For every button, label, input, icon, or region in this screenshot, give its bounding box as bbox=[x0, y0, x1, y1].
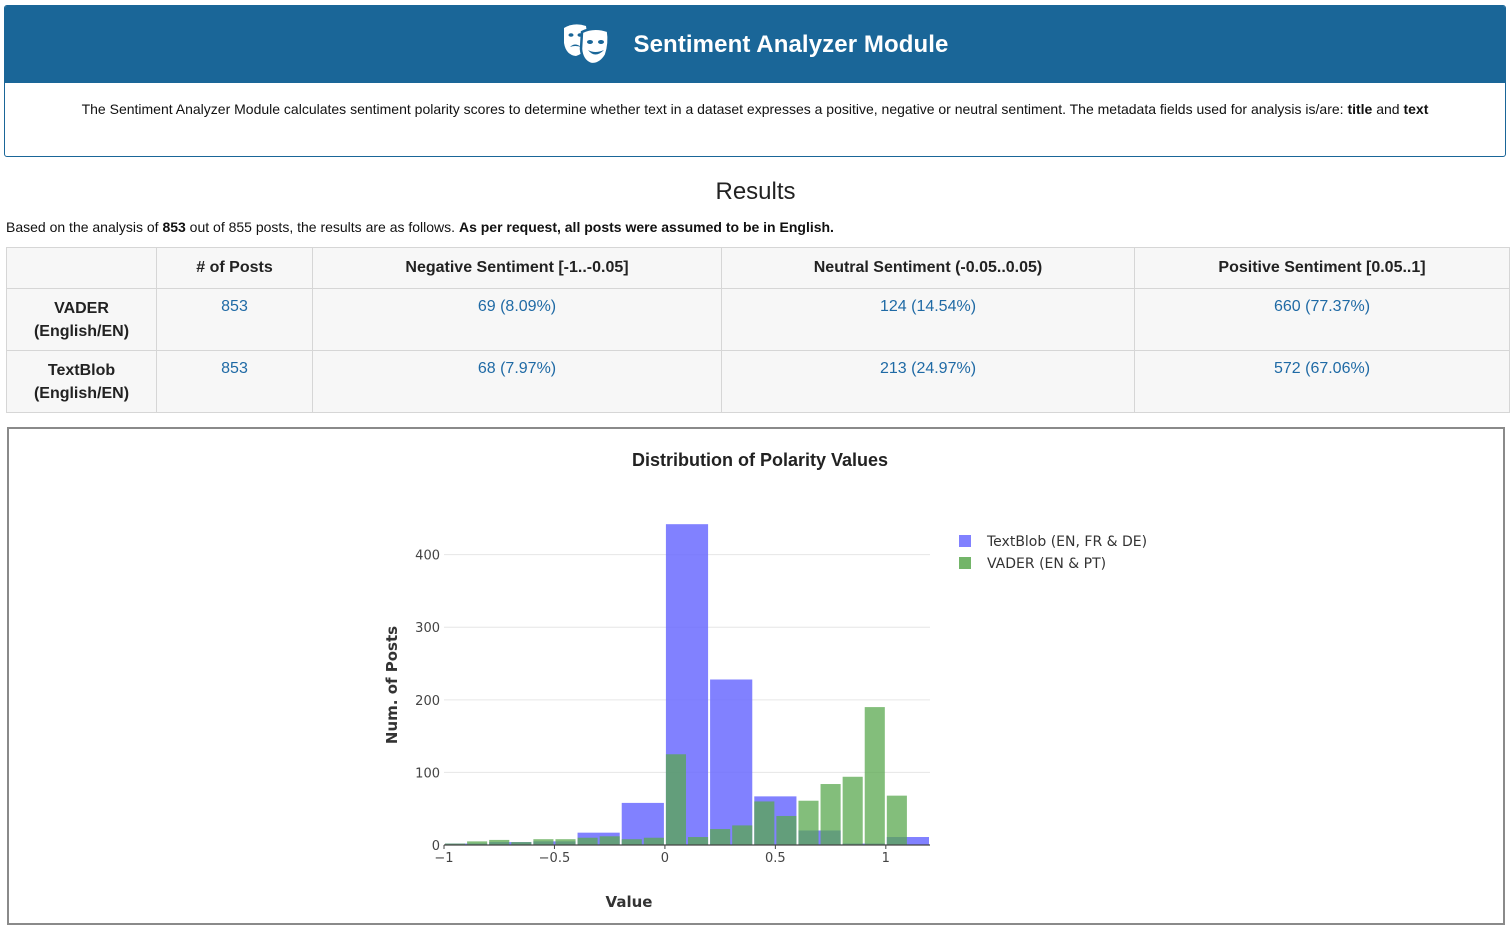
table-row: VADER (English/EN) 853 69 (8.09%) 124 (14… bbox=[6, 288, 1510, 351]
vader-bar bbox=[754, 801, 775, 845]
row-label: VADER (English/EN) bbox=[6, 288, 157, 351]
row-label-line1: VADER bbox=[54, 300, 109, 317]
header-blank bbox=[6, 247, 157, 289]
header-neutral: Neutral Sentiment (-0.05..0.05) bbox=[721, 247, 1135, 289]
module-card: Sentiment Analyzer Module The Sentiment … bbox=[4, 5, 1506, 157]
results-summary: Based on the analysis of 853 out of 855 … bbox=[6, 219, 834, 235]
x-tick-label: −0.5 bbox=[539, 851, 571, 866]
chart-frame: Distribution of Polarity Values 0 100 200 30… bbox=[7, 427, 1505, 925]
theater-masks-icon bbox=[563, 23, 610, 65]
cell-posts: 853 bbox=[156, 288, 313, 351]
vader-bar bbox=[577, 837, 598, 845]
y-axis-title: Num. of Posts bbox=[383, 626, 401, 744]
legend-label: TextBlob (EN, FR & DE) bbox=[986, 534, 1147, 550]
vader-bar bbox=[665, 754, 686, 845]
results-title: Results bbox=[715, 178, 796, 205]
summary-note: As per request, all posts were assumed t… bbox=[458, 219, 834, 235]
vader-bar bbox=[555, 839, 576, 845]
y-tick-label: 100 bbox=[415, 766, 440, 781]
header-positive: Positive Sentiment [0.05..1] bbox=[1134, 247, 1510, 289]
vader-bar bbox=[489, 839, 510, 845]
x-tick-label: 1 bbox=[882, 851, 890, 866]
y-tick-label: 0 bbox=[432, 839, 440, 854]
module-header: Sentiment Analyzer Module bbox=[5, 6, 1505, 83]
module-title: Sentiment Analyzer Module bbox=[633, 30, 949, 58]
textblob-bar bbox=[710, 679, 753, 845]
vader-bar bbox=[798, 800, 819, 845]
vader-bar bbox=[710, 829, 731, 845]
chart-title: Distribution of Polarity Values bbox=[632, 450, 888, 470]
field-title: title bbox=[1347, 101, 1373, 117]
vader-bar bbox=[820, 784, 841, 845]
vader-bar bbox=[842, 776, 863, 845]
x-tick-label: 0 bbox=[661, 851, 669, 866]
summary-prefix: Based on the analysis of bbox=[6, 219, 163, 235]
row-label-line1: TextBlob bbox=[47, 362, 116, 379]
textblob-bar bbox=[489, 842, 532, 845]
y-tick-label: 400 bbox=[415, 549, 440, 564]
and-text: and bbox=[1372, 101, 1404, 117]
header-posts: # of Posts bbox=[156, 247, 313, 289]
x-tick-label: −1 bbox=[434, 851, 453, 866]
y-tick-label: 200 bbox=[415, 694, 440, 709]
legend-swatch bbox=[959, 557, 971, 569]
vader-bar bbox=[467, 841, 488, 845]
polarity-histogram: Distribution of Polarity Values 0 100 200 30… bbox=[383, 450, 1147, 911]
row-label-line2: (English/EN) bbox=[33, 323, 130, 340]
cell-negative: 68 (7.97%) bbox=[312, 350, 722, 413]
vader-bar bbox=[643, 837, 664, 845]
x-axis-title: Value bbox=[606, 893, 653, 911]
analyzed-count: 853 bbox=[162, 219, 186, 235]
table-header-row: # of Posts Negative Sentiment [-1..-0.05… bbox=[6, 247, 1510, 289]
y-tick-label: 300 bbox=[415, 621, 440, 636]
header-negative: Negative Sentiment [-1..-0.05] bbox=[312, 247, 722, 289]
vader-bar bbox=[886, 795, 907, 845]
vader-bar bbox=[533, 839, 554, 845]
vader-bar bbox=[732, 825, 753, 845]
vader-bar bbox=[864, 707, 885, 845]
cell-posts: 853 bbox=[156, 350, 313, 413]
vader-bar bbox=[511, 842, 532, 845]
module-description: The Sentiment Analyzer Module calculates… bbox=[5, 83, 1505, 117]
row-label: TextBlob (English/EN) bbox=[6, 350, 157, 413]
table-row: TextBlob (English/EN) 853 68 (7.97%) 213 … bbox=[6, 350, 1510, 413]
vader-bar bbox=[599, 836, 620, 845]
legend-swatch bbox=[959, 535, 971, 547]
vader-bar bbox=[776, 815, 797, 845]
summary-middle: out of 855 posts, the results are as fol… bbox=[185, 219, 459, 235]
cell-positive: 572 (67.06%) bbox=[1134, 350, 1510, 413]
cell-neutral: 213 (24.97%) bbox=[721, 350, 1135, 413]
row-label-line2: (English/EN) bbox=[33, 385, 130, 402]
cell-neutral: 124 (14.54%) bbox=[721, 288, 1135, 351]
field-text: text bbox=[1403, 101, 1429, 117]
textblob-bar bbox=[886, 837, 929, 845]
vader-bar bbox=[688, 837, 709, 845]
textblob-bar bbox=[533, 841, 576, 845]
cell-negative: 69 (8.09%) bbox=[312, 288, 722, 351]
legend-label: VADER (EN & PT) bbox=[987, 556, 1106, 572]
cell-positive: 660 (77.37%) bbox=[1134, 288, 1510, 351]
textblob-bar bbox=[445, 843, 488, 845]
description-text: The Sentiment Analyzer Module calculates… bbox=[81, 101, 1348, 117]
textblob-bar bbox=[842, 843, 885, 845]
vader-bar bbox=[445, 843, 466, 845]
x-tick-label: 0.5 bbox=[765, 851, 786, 866]
vader-bar bbox=[621, 839, 642, 845]
results-table: # of Posts Negative Sentiment [-1..-0.05… bbox=[6, 247, 1510, 413]
